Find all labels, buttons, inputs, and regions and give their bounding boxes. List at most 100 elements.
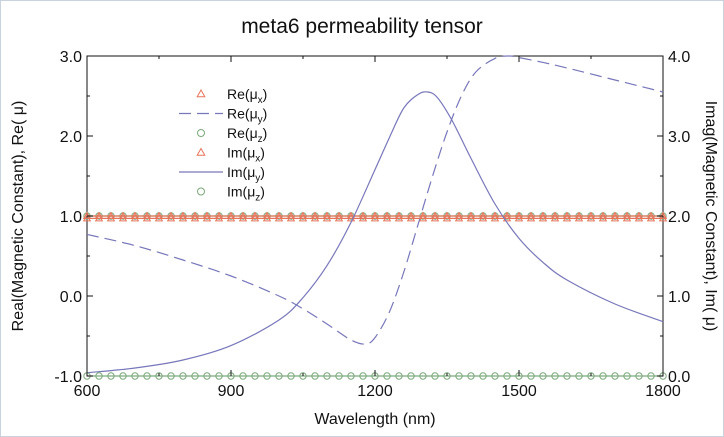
marker-im-mu-z (251, 372, 259, 380)
x-tick-label: 1500 (501, 383, 537, 400)
x-tick-label: 600 (74, 383, 101, 400)
legend-label: Im(μy) (227, 164, 265, 184)
marker-im-mu-z (395, 372, 403, 380)
marker-im-mu-x (334, 211, 344, 219)
marker-re-mu-x (298, 213, 308, 222)
marker-im-mu-z (455, 372, 463, 380)
marker-im-mu-x (586, 211, 596, 219)
tick-layer: 600 900 1200 1500 1800 -1.0 0.0 1.0 2.0 3.0 0.0 1.0… (54, 49, 690, 400)
marker-im-mu-z (479, 372, 487, 380)
marker-im-mu-z (335, 372, 343, 380)
marker-re-mu-x (190, 213, 200, 222)
marker-im-mu-z (179, 372, 187, 380)
marker-im-mu-z (635, 372, 643, 380)
marker-re-mu-x (142, 213, 152, 222)
marker-im-mu-x (574, 211, 584, 219)
marker-im-mu-x (466, 211, 476, 219)
marker-re-mu-x (106, 213, 116, 222)
marker-im-mu-z (539, 372, 547, 380)
chart-title: meta6 permeability tensor (241, 15, 483, 38)
x-axis-label: Wavelength (nm) (314, 411, 435, 428)
x-tick-label: 1800 (645, 383, 681, 400)
marker-im-mu-x (382, 211, 392, 219)
marker-im-mu-x (526, 211, 536, 219)
marker-im-mu-z (239, 372, 247, 380)
y-axis-label: Real(Magnetic Constant), Re( μ) (10, 101, 27, 332)
marker-im-mu-x (394, 211, 404, 219)
marker-im-mu-x (298, 211, 308, 219)
marker-re-mu-x (394, 213, 404, 222)
marker-im-mu-x (226, 211, 236, 219)
series-im-mu-y (86, 91, 664, 374)
marker-re-mu-x (118, 213, 128, 222)
marker-im-mu-x (202, 211, 212, 219)
y-tick-label: -1.0 (54, 369, 82, 386)
marker-im-mu-x (490, 211, 500, 219)
legend-swatch (197, 129, 205, 137)
marker-re-mu-x (514, 213, 524, 222)
y2-tick-label: 1.0 (668, 289, 690, 306)
series-re-mu-y (86, 55, 664, 345)
marker-re-mu-x (178, 213, 188, 222)
marker-re-mu-x (310, 213, 320, 222)
marker-im-mu-z (323, 372, 331, 380)
marker-re-mu-x (334, 213, 344, 222)
marker-im-mu-x (550, 211, 560, 219)
marker-re-mu-x (202, 213, 212, 222)
marker-im-mu-z (263, 372, 271, 380)
series-im-mu-x (82, 211, 668, 219)
marker-im-mu-x (214, 211, 224, 219)
marker-im-mu-z (203, 372, 211, 380)
marker-re-mu-x (586, 213, 596, 222)
marker-im-mu-x (406, 211, 416, 219)
marker-im-mu-x (142, 211, 152, 219)
marker-im-mu-x (430, 211, 440, 219)
legend-item-re-mu-x: Re(μx) (196, 86, 267, 106)
marker-im-mu-x (538, 211, 548, 219)
marker-im-mu-z (563, 372, 571, 380)
y-tick-label: 3.0 (60, 49, 82, 66)
x-tick-label: 1200 (357, 383, 393, 400)
marker-im-mu-x (658, 211, 668, 219)
marker-im-mu-x (442, 211, 452, 219)
marker-im-mu-z (503, 372, 511, 380)
marker-im-mu-x (82, 211, 92, 219)
marker-re-mu-x (622, 213, 632, 222)
legend-item-re-mu-z: Re(μz) (197, 125, 267, 145)
marker-im-mu-z (419, 372, 427, 380)
marker-im-mu-z (491, 372, 499, 380)
marker-im-mu-x (562, 211, 572, 219)
legend-item-im-mu-x: Im(μx) (196, 145, 265, 165)
marker-im-mu-x (358, 211, 368, 219)
marker-im-mu-z (119, 372, 127, 380)
marker-re-mu-x (610, 213, 620, 222)
marker-im-mu-z (575, 372, 583, 380)
legend-label: Re(μz) (227, 125, 267, 145)
marker-re-mu-x (574, 213, 584, 222)
marker-im-mu-z (467, 372, 475, 380)
marker-im-mu-z (611, 372, 619, 380)
marker-im-mu-z (431, 372, 439, 380)
marker-re-mu-x (274, 213, 284, 222)
marker-re-mu-x (262, 213, 272, 222)
legend-label: Im(μx) (227, 145, 265, 165)
marker-im-mu-z (95, 372, 103, 380)
marker-re-mu-x (646, 213, 656, 222)
marker-im-mu-z (383, 372, 391, 380)
marker-re-mu-x (598, 213, 608, 222)
marker-im-mu-x (190, 211, 200, 219)
marker-re-mu-x (226, 213, 236, 222)
marker-re-mu-x (442, 213, 452, 222)
y2-tick-label: 4.0 (668, 49, 690, 66)
marker-im-mu-x (154, 211, 164, 219)
y-tick-label: 0.0 (60, 289, 82, 306)
marker-re-mu-x (502, 213, 512, 222)
series-layer (82, 55, 668, 380)
legend: Re(μx)Re(μy)Re(μz)Im(μx)Im(μy)Im(μz) (179, 86, 267, 204)
marker-im-mu-z (167, 372, 175, 380)
marker-im-mu-z (407, 372, 415, 380)
marker-re-mu-x (418, 213, 428, 222)
marker-im-mu-x (418, 211, 428, 219)
marker-re-mu-x (130, 213, 140, 222)
